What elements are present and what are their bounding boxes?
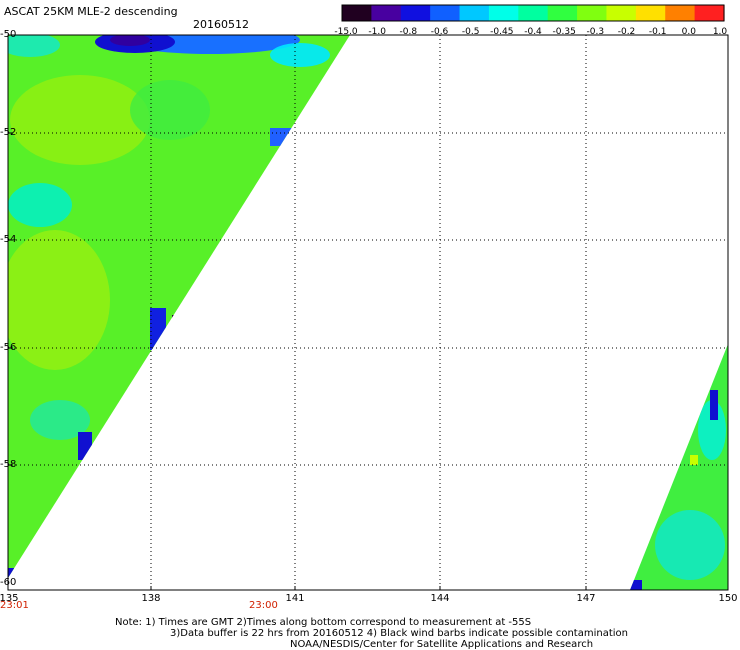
- lon-label: 147: [576, 593, 596, 604]
- ticks: [8, 34, 587, 590]
- lon-label: 138: [141, 593, 161, 604]
- time-label: 23:00: [249, 600, 278, 611]
- lon-label: 144: [430, 593, 450, 604]
- color-bar-segment: [342, 5, 372, 21]
- color-bar-label: -0.4: [524, 27, 542, 37]
- lat-label: -60: [0, 577, 17, 588]
- color-bar-label: -0.3: [586, 27, 605, 37]
- color-bar-label: 1.0: [712, 27, 728, 37]
- color-bar-segment: [606, 5, 637, 21]
- lat-label: -56: [0, 342, 17, 353]
- color-bar-label: -0.8: [399, 27, 418, 37]
- color-bar-segment: [400, 5, 431, 21]
- lat-label: -50: [0, 29, 17, 40]
- color-bar-frame: [341, 4, 725, 22]
- color-bar-label: -0.45: [490, 27, 514, 37]
- color-bar-segment: [518, 5, 549, 21]
- color-bar-segment: [430, 5, 461, 21]
- color-bar-segment: [665, 5, 696, 21]
- color-bar-label: -0.5: [461, 27, 480, 37]
- lon-label: 135: [0, 593, 19, 604]
- color-bar-segment: [371, 5, 402, 21]
- map-date: 20160512: [193, 18, 249, 31]
- grid: [8, 35, 728, 590]
- color-bar: [341, 4, 725, 22]
- color-bar-label: -0.2: [617, 27, 636, 37]
- lon-label: 141: [285, 593, 305, 604]
- lat-label: -52: [0, 127, 17, 138]
- lat-label: -54: [0, 234, 17, 245]
- note-line-2: 3)Data buffer is 22 hrs from 20160512 4)…: [170, 628, 628, 639]
- color-bar-segment: [635, 5, 666, 21]
- map-frame: [7, 34, 729, 591]
- time-label: 23:01: [0, 600, 29, 611]
- lat-label: -58: [0, 459, 17, 470]
- map-title: ASCAT 25KM MLE-2 descending: [4, 5, 178, 18]
- note-line-1: Note: 1) Times are GMT 2)Times along bot…: [115, 617, 532, 628]
- color-bar-label: -15.0: [334, 27, 358, 37]
- color-bar-segment: [547, 5, 578, 21]
- color-bar-segment: [488, 5, 519, 21]
- color-bar-label: -0.35: [552, 27, 576, 37]
- color-bar-segment: [694, 5, 725, 21]
- color-bar-label: -1.0: [368, 27, 386, 37]
- color-bar-label: 0.0: [681, 27, 696, 37]
- color-bar-segment: [459, 5, 490, 21]
- left-swath: [8, 35, 350, 578]
- color-bar-label: -0.6: [430, 27, 449, 37]
- right-swath: [630, 344, 728, 590]
- lon-label: 150: [718, 593, 738, 604]
- note-line-3: NOAA/NESDIS/Center for Satellite Applica…: [290, 639, 594, 650]
- color-bar-segment: [577, 5, 608, 21]
- color-bar-label: -0.1: [648, 27, 667, 37]
